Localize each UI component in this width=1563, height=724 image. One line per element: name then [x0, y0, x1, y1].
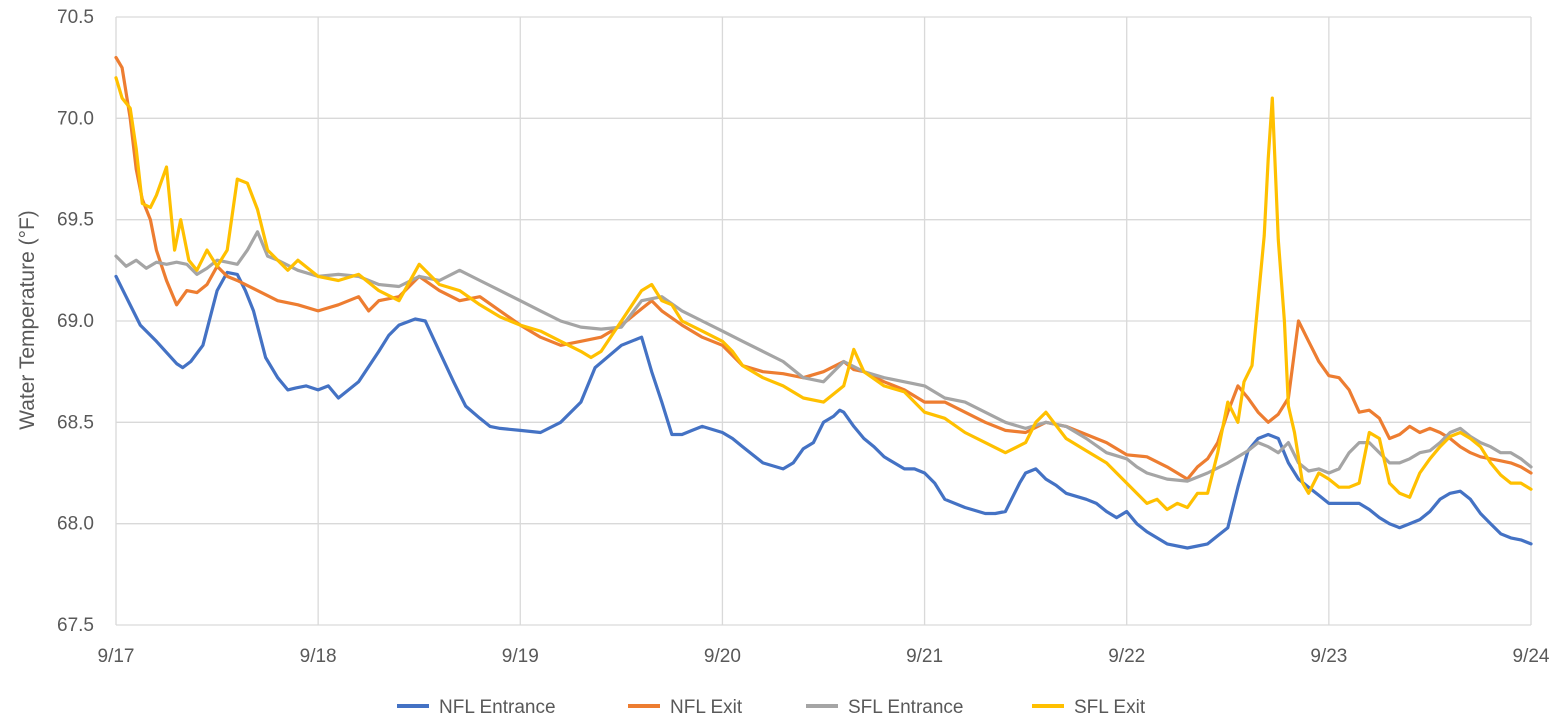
x-tick-label: 9/23: [1310, 646, 1347, 667]
y-tick-label: 68.0: [57, 514, 94, 535]
x-tick-label: 9/20: [704, 646, 741, 667]
x-tick-label: 9/22: [1108, 646, 1145, 667]
series-line-sfl-exit: [114, 76, 1533, 512]
y-axis-ticks: 67.5 68.0 68.5 69.0 69.5 70.0 70.5: [57, 7, 94, 636]
y-tick-label: 68.5: [57, 412, 94, 433]
y-tick-label: 69.5: [57, 210, 94, 231]
legend-label-nfl-entrance: NFL Entrance: [439, 697, 556, 718]
y-tick-label: 69.0: [57, 311, 94, 332]
x-tick-label: 9/18: [300, 646, 337, 667]
gridlines: [115, 16, 1532, 626]
legend-label-nfl-exit: NFL Exit: [670, 697, 743, 718]
x-axis-ticks: 9/17 9/18 9/19 9/20 9/21 9/22 9/23 9/24: [98, 646, 1550, 667]
x-tick-label: 9/19: [502, 646, 539, 667]
y-tick-label: 70.0: [57, 108, 94, 129]
series-line-nfl-exit: [114, 55, 1533, 481]
y-axis-label: Water Temperature (°F): [16, 210, 39, 430]
series-line-nfl-entrance: [114, 270, 1533, 550]
legend-label-sfl-exit: SFL Exit: [1074, 697, 1146, 718]
x-tick-label: 9/17: [98, 646, 135, 667]
y-tick-label: 70.5: [57, 7, 94, 28]
x-tick-label: 9/21: [906, 646, 943, 667]
legend: NFL Entrance NFL Exit SFL Entrance SFL Exit: [397, 697, 1146, 718]
series-line-sfl-entrance: [114, 230, 1533, 483]
legend-label-sfl-entrance: SFL Entrance: [848, 697, 963, 718]
series-lines: [114, 55, 1533, 550]
x-tick-label: 9/24: [1513, 646, 1550, 667]
y-tick-label: 67.5: [57, 615, 94, 636]
